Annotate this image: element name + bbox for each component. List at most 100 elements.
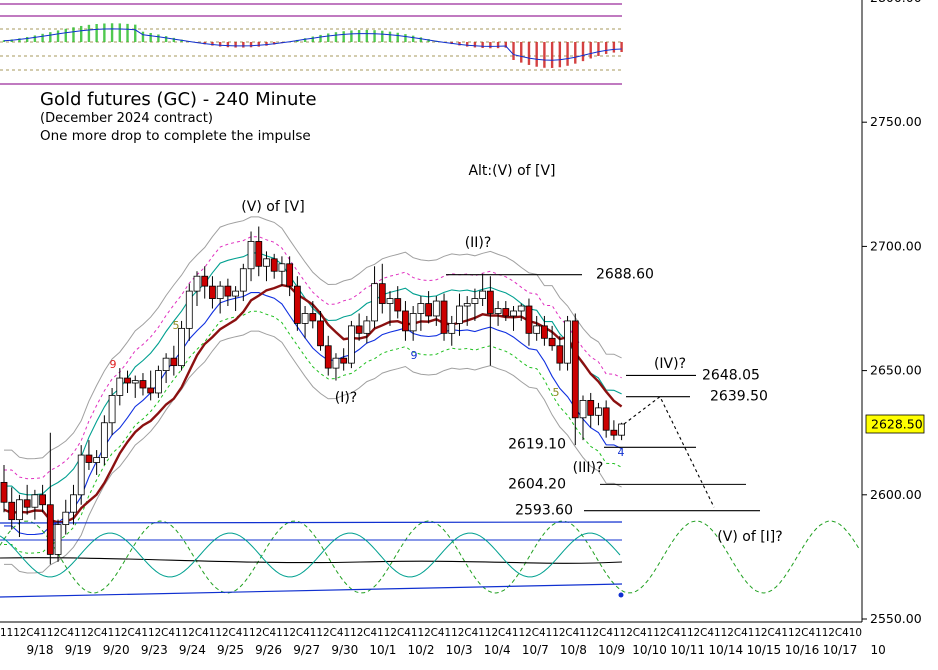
date-label-10/15: 10/15 xyxy=(747,643,782,657)
candle-body xyxy=(534,326,540,333)
candle-body xyxy=(364,321,370,333)
oscillator-bar xyxy=(381,31,383,42)
oscillator-bar xyxy=(327,33,329,42)
band-overlays xyxy=(4,217,622,573)
oscillator-bar xyxy=(420,37,422,42)
wave-label-1: Alt:(V) of [V] xyxy=(468,163,555,179)
indicator-count-4: 4 xyxy=(618,446,625,459)
candle-body xyxy=(248,241,254,268)
candle-body xyxy=(202,276,208,286)
candle-body xyxy=(356,326,362,333)
oscillator-bar xyxy=(142,32,144,42)
candle-body xyxy=(63,512,69,524)
candle-body xyxy=(78,455,84,495)
candle-body xyxy=(449,323,455,333)
cycle-lower-channel xyxy=(0,584,622,597)
candle-body xyxy=(55,525,61,555)
oscillator-bar xyxy=(335,32,337,42)
date-label-10/3: 10/3 xyxy=(446,643,473,657)
level-label-2648.05: 2648.05 xyxy=(702,367,760,383)
price-axis: 2550.002600.002650.002700.002750.002800.… xyxy=(862,0,924,626)
candle-body xyxy=(511,311,517,316)
candle-body xyxy=(271,259,277,271)
oscillator-bar xyxy=(234,42,236,48)
candle-body xyxy=(341,358,347,363)
oscillator-bar xyxy=(582,42,584,61)
oscillator-bar xyxy=(559,42,561,67)
oscillator-bar xyxy=(149,33,151,42)
candle-body xyxy=(310,313,316,320)
candle-body xyxy=(433,301,439,316)
wave-label-2: (II)? xyxy=(465,235,492,251)
oscillator-bar xyxy=(111,23,113,42)
oscillator-bar xyxy=(65,29,67,42)
oscillator-bar xyxy=(366,30,368,42)
oscillator-bar xyxy=(520,42,522,63)
candle-body xyxy=(456,306,462,323)
oscillator-bar xyxy=(126,24,128,42)
level-label-2619.10: 2619.10 xyxy=(508,436,566,452)
oscillator-bar xyxy=(119,23,121,42)
date-label-10/4: 10/4 xyxy=(484,643,511,657)
indicator-count-2: 9 xyxy=(411,349,418,362)
candle-body xyxy=(526,306,532,333)
oscillator-bar xyxy=(543,42,545,68)
candle-body xyxy=(101,423,107,458)
oscillator-bar xyxy=(566,42,568,66)
candle-body xyxy=(132,381,138,383)
date-label-9/30: 9/30 xyxy=(331,643,358,657)
candle-body xyxy=(70,495,76,512)
candle-body xyxy=(588,400,594,415)
oscillator-bar xyxy=(219,42,221,47)
oscillator-bar xyxy=(590,42,592,58)
oscillator-bar xyxy=(57,30,59,42)
candle-body xyxy=(503,309,509,316)
oscillator-bar xyxy=(258,42,260,47)
oscillator-bar xyxy=(474,42,476,47)
wave-label-4: (IV)? xyxy=(654,356,686,372)
candle-body xyxy=(426,304,432,316)
date-label-10/16: 10/16 xyxy=(785,643,820,657)
candle-body xyxy=(140,381,146,388)
oscillator-bar xyxy=(397,33,399,42)
date-label-9/20: 9/20 xyxy=(103,643,130,657)
candle-body xyxy=(263,259,269,266)
price-tick-label: 2550.00 xyxy=(870,611,922,626)
candle-body xyxy=(86,455,92,462)
wave-label-6: (V) of [I]? xyxy=(717,529,782,545)
candle-body xyxy=(209,286,215,298)
oscillator-bar xyxy=(404,34,406,42)
oscillator-bar xyxy=(227,42,229,47)
projection-dashed-path xyxy=(624,397,714,508)
oscillator-bar xyxy=(551,42,553,68)
level-label-2639.50: 2639.50 xyxy=(710,389,768,405)
oscillator-bar xyxy=(597,42,599,56)
oscillator-bar xyxy=(250,42,252,47)
time-axis-strip: 1112C4112C4112C4112C4112C4112C4112C4112C… xyxy=(0,627,862,639)
date-label-9/23: 9/23 xyxy=(141,643,168,657)
indicator-count-1: 5 xyxy=(173,319,180,332)
chart-note: One more drop to complete the impulse xyxy=(40,127,317,145)
candle-body xyxy=(179,328,185,365)
candle-body xyxy=(294,286,300,323)
level-label-2604.20: 2604.20 xyxy=(508,476,566,492)
oscillator-bar xyxy=(49,32,51,42)
cycle-endpoint-dot xyxy=(619,593,624,598)
oscillator-bar xyxy=(350,30,352,42)
oscillator-bar xyxy=(72,27,74,42)
oscillator-bar xyxy=(157,34,159,42)
oscillator-bar xyxy=(26,37,28,42)
candle-body xyxy=(603,408,609,430)
time-axis: 1112C4112C4112C4112C4112C4112C4112C4112C… xyxy=(0,622,886,657)
oscillator-panel xyxy=(0,4,623,84)
candle-body xyxy=(487,291,493,313)
date-label-9/24: 9/24 xyxy=(179,643,206,657)
oscillator-bar xyxy=(489,42,491,48)
candle-body xyxy=(541,326,547,338)
candle-body xyxy=(418,304,424,314)
candle-body xyxy=(32,495,38,507)
candle-body xyxy=(480,291,486,298)
date-label-10: 10 xyxy=(871,643,886,657)
date-label-10/11: 10/11 xyxy=(670,643,705,657)
